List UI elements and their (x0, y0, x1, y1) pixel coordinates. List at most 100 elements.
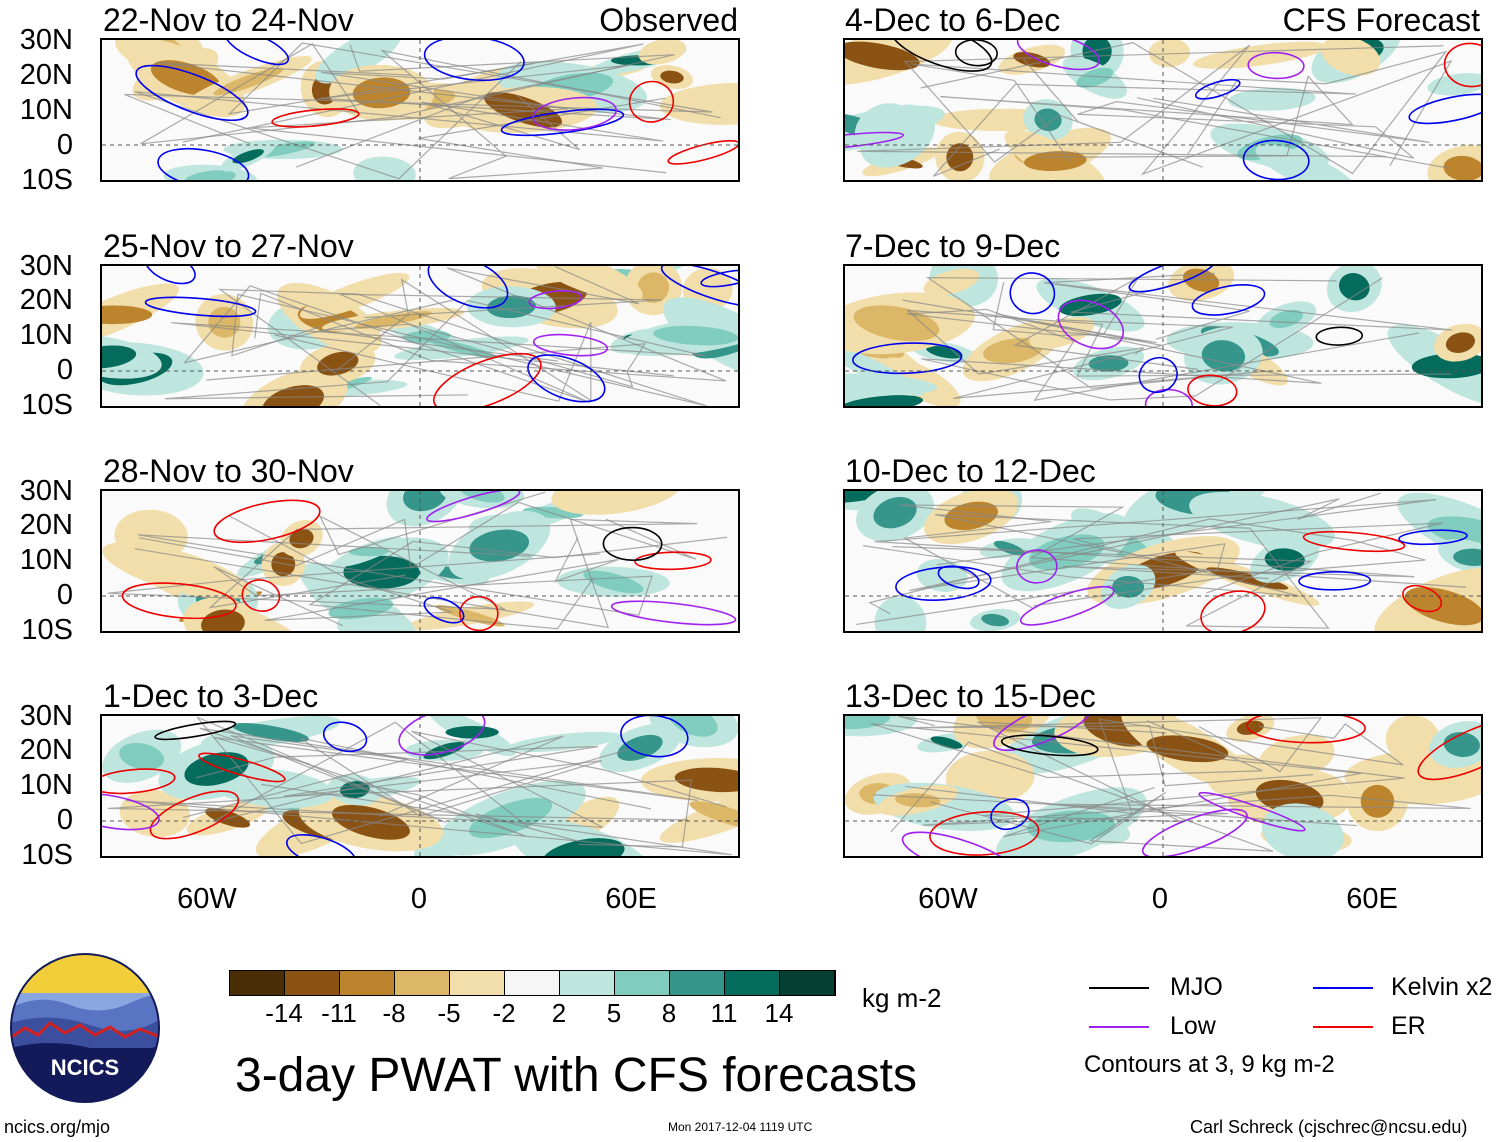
coastline (134, 518, 698, 629)
anomaly-shading (1228, 87, 1316, 111)
map-panel-obs-3 (100, 489, 740, 633)
map-panel-fcst-3 (843, 489, 1483, 633)
colorbar-tick-label: 2 (551, 998, 567, 1028)
lat-label: 10S (21, 839, 73, 871)
coastline (920, 42, 1448, 175)
wave-contour (144, 296, 257, 318)
lat-label: 30N (19, 24, 73, 56)
anomaly-shading (1385, 716, 1440, 765)
colorbar-cell (285, 971, 340, 995)
anomaly-shading (1321, 40, 1381, 76)
coastline (905, 717, 1323, 787)
anomaly-shading (845, 342, 924, 396)
map-field (102, 40, 738, 180)
map-panel-obs-1 (100, 38, 740, 182)
coastline (873, 794, 1471, 827)
wave-contour (121, 582, 237, 620)
wave-contour (628, 80, 675, 123)
anomaly-shading (1034, 108, 1062, 132)
footer-timestamp: Mon 2017-12-04 1119 UTC (668, 1120, 813, 1134)
anomaly-shading (526, 266, 643, 302)
anomaly-shading (507, 731, 621, 753)
coastline (137, 534, 653, 627)
coastline (199, 727, 698, 837)
forecast-tag: CFS Forecast (1282, 2, 1480, 38)
coastline (218, 288, 707, 406)
coastline (892, 514, 1330, 629)
wave-contour (937, 565, 980, 590)
coastline (228, 514, 619, 622)
anomaly-shading (1189, 491, 1335, 550)
colorbar-tick-label: -2 (492, 998, 516, 1028)
coastline (182, 285, 663, 404)
colorbar-tick-label: -11 (321, 998, 357, 1028)
anomaly-shading (468, 797, 553, 839)
anomaly-shading (845, 395, 924, 406)
footer-url[interactable]: ncics.org/mjo (4, 1117, 111, 1137)
anomaly-shading (315, 40, 402, 84)
anomaly-shading (208, 306, 241, 338)
coastline (902, 299, 1420, 402)
wave-contour (224, 40, 290, 66)
lat-label: 30N (19, 250, 73, 282)
colorbar-tick-label: 8 (661, 998, 677, 1028)
wave-contour (845, 131, 905, 151)
colorbar-cell (505, 971, 560, 995)
observed-tag: Observed (599, 2, 738, 38)
wave-contour (620, 716, 689, 758)
legend-line-mjo (1089, 987, 1149, 989)
footer-credit: Carl Schreck (cjschrec@ncsu.edu) (1190, 1117, 1468, 1137)
lat-label: 30N (19, 700, 73, 732)
anomaly-shading (1148, 40, 1191, 68)
lat-label: 0 (56, 129, 73, 161)
coastline (140, 43, 675, 145)
panel-title-8: 13-Dec to 15-Dec (845, 678, 1096, 714)
anomaly-shading (1404, 587, 1481, 626)
wave-contour (102, 792, 160, 831)
colorbar-cell (560, 971, 615, 995)
coastline (870, 720, 1362, 838)
colorbar-tick-label: -14 (265, 998, 303, 1028)
anomaly-shading (674, 767, 738, 793)
anomaly-shading (845, 41, 920, 71)
map-panel-obs-4 (100, 714, 740, 858)
coastline (868, 518, 1426, 615)
coastline (940, 75, 1450, 169)
lat-label: 10N (19, 319, 73, 351)
coastline (156, 62, 671, 168)
lon-label: 60W (918, 883, 978, 915)
lat-label: 10N (19, 544, 73, 576)
wave-contour (102, 768, 176, 795)
coastline (910, 63, 1357, 177)
wave-contour (322, 721, 368, 753)
map-field (102, 716, 738, 856)
wave-contour (198, 752, 286, 783)
anomaly-shading (354, 311, 432, 329)
anomaly-shading (119, 742, 165, 770)
ncics-logo: NCICS (10, 953, 160, 1103)
coastline (921, 277, 1383, 401)
lat-label: 10S (21, 164, 73, 196)
wave-contour (285, 833, 357, 856)
anomaly-shading (352, 77, 411, 109)
anomaly-shading (1264, 548, 1305, 571)
lon-label: 60W (177, 883, 237, 915)
anomaly-shading (403, 491, 448, 512)
panel-title-1: 22-Nov to 24-Nov (103, 2, 354, 38)
wave-contour (427, 266, 509, 309)
anomaly-shading (1269, 309, 1304, 329)
panel-title-4: 1-Dec to 3-Dec (103, 678, 319, 714)
wave-contour (1141, 808, 1248, 856)
anomaly-shading (184, 170, 236, 180)
anomaly-shading (1338, 273, 1370, 301)
wave-contour (1443, 42, 1481, 88)
wave-contour (954, 40, 998, 67)
coastline (857, 44, 1453, 176)
wave-contour (610, 600, 737, 626)
coastline (134, 61, 664, 180)
colorbar-tick-label: 11 (710, 998, 738, 1028)
anomaly-shading (1360, 784, 1395, 818)
coastline (107, 491, 600, 610)
panel-title-6: 7-Dec to 9-Dec (845, 228, 1061, 264)
anomaly-shading (1411, 353, 1481, 379)
